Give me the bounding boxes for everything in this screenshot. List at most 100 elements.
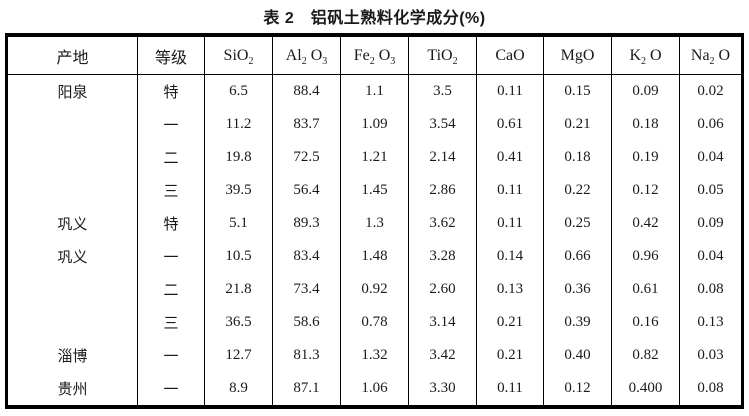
grade-cell: 三 bbox=[137, 306, 205, 339]
value-cell-CaO: 0.14 bbox=[476, 240, 544, 273]
origin-cell: 阳泉 bbox=[57, 85, 88, 101]
origin-cell bbox=[7, 306, 138, 339]
value-cell-Al2O3: 88.4 bbox=[272, 74, 341, 108]
grade-cell: 一 bbox=[137, 339, 205, 372]
value-cell-CaO: 0.41 bbox=[476, 141, 544, 174]
value-cell-SiO2: 19.8 bbox=[204, 141, 273, 174]
value-cell-Fe2O3: 1.06 bbox=[340, 372, 409, 407]
value-cell-Na2O: 0.13 bbox=[679, 306, 743, 339]
value-cell-MgO: 0.12 bbox=[543, 372, 612, 407]
value-cell-K2O: 0.12 bbox=[611, 174, 680, 207]
value-cell-Na2O: 0.08 bbox=[679, 372, 743, 407]
origin-cell bbox=[7, 174, 138, 207]
value-cell-SiO2: 5.1 bbox=[204, 207, 273, 240]
value-cell-Al2O3: 81.3 bbox=[272, 339, 341, 372]
grade-cell: 特 bbox=[137, 207, 205, 240]
origin-cell: 淄博 bbox=[57, 349, 88, 365]
value-cell-K2O: 0.82 bbox=[611, 339, 680, 372]
grade-cell: 三 bbox=[137, 174, 205, 207]
table-row: 贵州 一 8.9 87.1 1.06 3.30 0.11 0.12 0.400 0.08 bbox=[7, 372, 743, 407]
value-cell-K2O: 0.400 bbox=[611, 372, 680, 407]
value-cell-MgO: 0.15 bbox=[543, 74, 612, 108]
value-cell-Al2O3: 58.6 bbox=[272, 306, 341, 339]
value-cell-MgO: 0.25 bbox=[543, 207, 612, 240]
value-cell-Fe2O3: 1.1 bbox=[340, 74, 409, 108]
value-cell-K2O: 0.96 bbox=[611, 240, 680, 273]
table-row: 巩义 一 10.5 83.4 1.48 3.28 0.14 0.66 0.96 0.04 bbox=[7, 240, 743, 273]
grade-cell: 二 bbox=[137, 273, 205, 306]
col-header-K2O: K2 O bbox=[611, 35, 680, 75]
col-header-origin: 产地 bbox=[6, 35, 138, 75]
value-cell-Fe2O3: 1.48 bbox=[340, 240, 409, 273]
value-cell-CaO: 0.11 bbox=[476, 74, 544, 108]
value-cell-TiO2: 2.60 bbox=[408, 273, 477, 306]
value-cell-Na2O: 0.04 bbox=[679, 141, 743, 174]
header-row: 产地 等级 SiO2 Al2 O3 Fe2 O3 TiO2 CaO MgO K2 O Na2 … bbox=[6, 35, 743, 75]
grade-cell: 特 bbox=[137, 74, 205, 108]
value-cell-MgO: 0.66 bbox=[543, 240, 612, 273]
table-row: 三 36.5 58.6 0.78 3.14 0.21 0.39 0.16 0.13 bbox=[7, 306, 743, 339]
value-cell-CaO: 0.61 bbox=[476, 108, 544, 141]
value-cell-Fe2O3: 0.92 bbox=[340, 273, 409, 306]
value-cell-Na2O: 0.08 bbox=[679, 273, 743, 306]
value-cell-TiO2: 3.14 bbox=[408, 306, 477, 339]
value-cell-Al2O3: 87.1 bbox=[272, 372, 341, 407]
col-header-Fe2O3: Fe2 O3 bbox=[340, 35, 409, 75]
origin-cell bbox=[7, 141, 138, 174]
value-cell-Fe2O3: 1.3 bbox=[340, 207, 409, 240]
value-cell-SiO2: 12.7 bbox=[204, 339, 273, 372]
table-row: 巩义 特 5.1 89.3 1.3 3.62 0.11 0.25 0.42 0.09 bbox=[7, 207, 743, 240]
value-cell-K2O: 0.09 bbox=[611, 74, 680, 108]
col-header-grade: 等级 bbox=[137, 35, 205, 75]
value-cell-Na2O: 0.09 bbox=[679, 207, 743, 240]
origin-cell: 巩义 bbox=[57, 217, 88, 233]
table-row: 一 11.2 83.7 1.09 3.54 0.61 0.21 0.18 0.06 bbox=[7, 108, 743, 141]
origin-cell bbox=[7, 273, 138, 306]
value-cell-Al2O3: 89.3 bbox=[272, 207, 341, 240]
col-header-MgO: MgO bbox=[543, 35, 612, 75]
grade-cell: 一 bbox=[137, 240, 205, 273]
value-cell-Fe2O3: 0.78 bbox=[340, 306, 409, 339]
value-cell-CaO: 0.13 bbox=[476, 273, 544, 306]
col-header-SiO2: SiO2 bbox=[204, 35, 273, 75]
value-cell-Al2O3: 73.4 bbox=[272, 273, 341, 306]
origin-cell: 巩义 bbox=[57, 250, 88, 266]
value-cell-TiO2: 2.86 bbox=[408, 174, 477, 207]
value-cell-TiO2: 3.62 bbox=[408, 207, 477, 240]
value-cell-TiO2: 3.30 bbox=[408, 372, 477, 407]
col-header-Al2O3: Al2 O3 bbox=[272, 35, 341, 75]
table-row: 二 19.8 72.5 1.21 2.14 0.41 0.18 0.19 0.04 bbox=[7, 141, 743, 174]
value-cell-K2O: 0.42 bbox=[611, 207, 680, 240]
value-cell-Na2O: 0.02 bbox=[679, 74, 743, 108]
value-cell-MgO: 0.40 bbox=[543, 339, 612, 372]
origin-cell: 贵州 bbox=[57, 382, 88, 398]
value-cell-SiO2: 11.2 bbox=[204, 108, 273, 141]
value-cell-CaO: 0.11 bbox=[476, 372, 544, 407]
value-cell-Fe2O3: 1.21 bbox=[340, 141, 409, 174]
value-cell-Fe2O3: 1.32 bbox=[340, 339, 409, 372]
value-cell-Fe2O3: 1.45 bbox=[340, 174, 409, 207]
value-cell-CaO: 0.11 bbox=[476, 174, 544, 207]
value-cell-TiO2: 2.14 bbox=[408, 141, 477, 174]
col-header-TiO2: TiO2 bbox=[408, 35, 477, 75]
value-cell-MgO: 0.18 bbox=[543, 141, 612, 174]
value-cell-CaO: 0.21 bbox=[476, 339, 544, 372]
value-cell-K2O: 0.16 bbox=[611, 306, 680, 339]
value-cell-K2O: 0.19 bbox=[611, 141, 680, 174]
value-cell-MgO: 0.21 bbox=[543, 108, 612, 141]
col-header-Na2O: Na2 O bbox=[679, 35, 743, 75]
value-cell-SiO2: 8.9 bbox=[204, 372, 273, 407]
table-title: 表 2 铝矾土熟料化学成分(%) bbox=[263, 10, 486, 27]
table-row: 阳泉 特 6.5 88.4 1.1 3.5 0.11 0.15 0.09 0.02 bbox=[7, 74, 743, 108]
value-cell-SiO2: 39.5 bbox=[204, 174, 273, 207]
composition-table: 产地 等级 SiO2 Al2 O3 Fe2 O3 TiO2 CaO MgO K2 O Na2 … bbox=[5, 33, 744, 409]
value-cell-Na2O: 0.06 bbox=[679, 108, 743, 141]
value-cell-MgO: 0.39 bbox=[543, 306, 612, 339]
value-cell-Na2O: 0.04 bbox=[679, 240, 743, 273]
value-cell-Na2O: 0.03 bbox=[679, 339, 743, 372]
value-cell-MgO: 0.36 bbox=[543, 273, 612, 306]
value-cell-TiO2: 3.28 bbox=[408, 240, 477, 273]
value-cell-Fe2O3: 1.09 bbox=[340, 108, 409, 141]
value-cell-Na2O: 0.05 bbox=[679, 174, 743, 207]
